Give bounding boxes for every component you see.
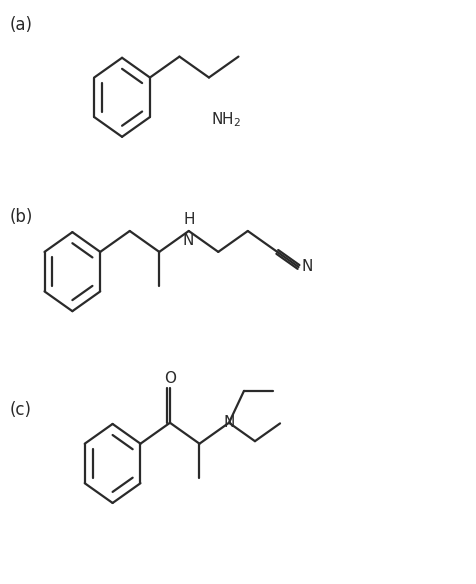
Text: N: N (223, 415, 235, 430)
Text: N: N (301, 259, 313, 274)
Text: (a): (a) (10, 16, 33, 34)
Text: N: N (183, 232, 194, 248)
Text: (c): (c) (10, 401, 32, 419)
Text: NH$_2$: NH$_2$ (211, 110, 241, 129)
Text: (b): (b) (10, 208, 33, 226)
Text: O: O (164, 371, 176, 386)
Text: H: H (183, 213, 195, 228)
